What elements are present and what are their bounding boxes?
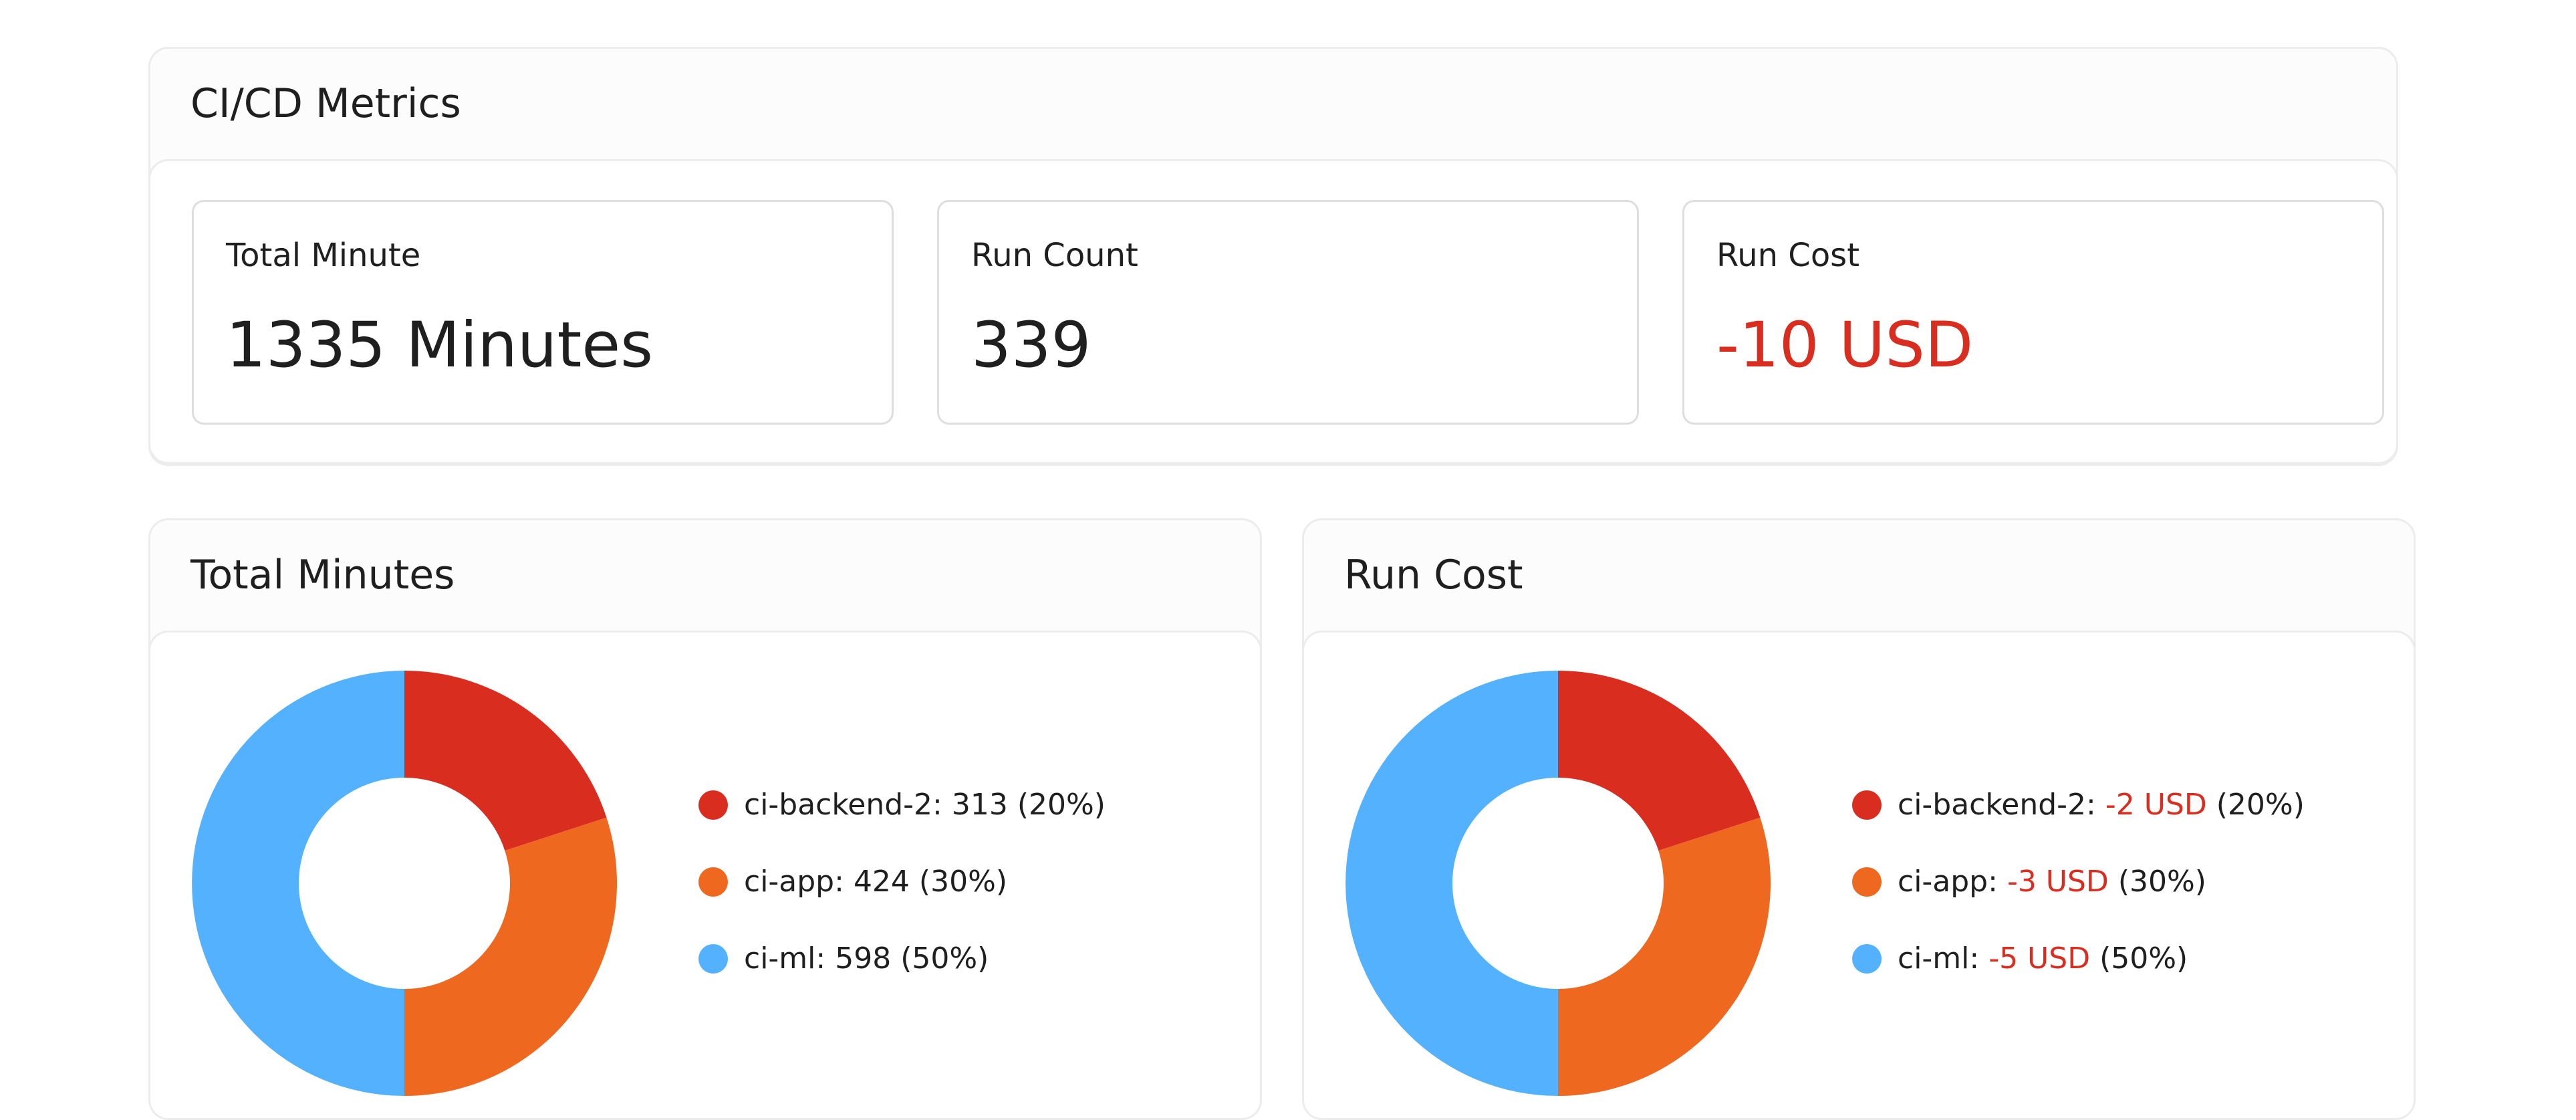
run-count-stat: Run Count 339 — [937, 200, 1639, 425]
legend-value: 424 — [853, 865, 910, 899]
legend-name: ci-app — [744, 865, 835, 899]
legend-swatch — [1852, 790, 1882, 820]
legend-percent: (30%) — [918, 865, 1008, 899]
legend-value: 313 — [951, 788, 1008, 822]
donut-slice-ci-app[interactable] — [1558, 817, 1771, 1096]
legend-percent: (30%) — [2117, 865, 2206, 899]
legend-separator: : — [932, 788, 952, 822]
total-minutes-card: Total Minutes ci-backend-2: 313 (20%) ci… — [148, 518, 1262, 1120]
card-title: CI/CD Metrics — [190, 80, 461, 127]
stat-label: Run Cost — [1716, 237, 1860, 274]
card-title: Total Minutes — [190, 552, 455, 598]
legend-item-ci-ml: ci-ml: -5 USD (50%) — [1852, 940, 2305, 1017]
card-body: ci-backend-2: -2 USD (20%) ci-app: -3 US… — [1304, 631, 2414, 1118]
legend-swatch — [1852, 944, 1882, 974]
card-title: Run Cost — [1344, 552, 1523, 598]
legend-item-ci-app: ci-app: -3 USD (30%) — [1852, 863, 2305, 940]
run-cost-card: Run Cost ci-backend-2: -2 USD (20%) ci-a… — [1302, 518, 2416, 1120]
stat-label: Total Minute — [226, 237, 421, 274]
legend-swatch — [698, 790, 728, 820]
legend-name: ci-ml — [744, 941, 816, 976]
legend-swatch — [698, 867, 728, 897]
legend-value: -2 USD — [2105, 788, 2207, 822]
legend-separator: : — [1988, 865, 2007, 899]
donut-slice-ci-ml[interactable] — [192, 671, 404, 1096]
legend-name: ci-backend-2 — [744, 788, 933, 822]
legend-percent: (50%) — [2099, 941, 2188, 976]
legend-swatch — [1852, 867, 1882, 897]
stat-value: 1335 Minutes — [226, 309, 654, 382]
legend-separator: : — [815, 941, 835, 976]
stat-label: Run Count — [971, 237, 1138, 274]
cicd-metrics-card: CI/CD Metrics Total Minute 1335 Minutes … — [148, 47, 2398, 466]
legend-name: ci-ml — [1898, 941, 1970, 976]
donut-slice-ci-backend-2[interactable] — [1558, 671, 1761, 851]
total-minutes-donut-chart — [192, 671, 618, 1096]
legend-name: ci-backend-2 — [1898, 788, 2087, 822]
legend-value: -3 USD — [2007, 865, 2109, 899]
stat-value: -10 USD — [1716, 309, 1974, 382]
legend-percent: (20%) — [1017, 788, 1106, 822]
total-minute-stat: Total Minute 1335 Minutes — [192, 200, 894, 425]
run-cost-donut-chart — [1345, 671, 1771, 1096]
donut-slice-ci-app[interactable] — [404, 817, 618, 1096]
legend-name: ci-app — [1898, 865, 1988, 899]
legend-value: -5 USD — [1988, 941, 2091, 976]
legend-value: 598 — [835, 941, 892, 976]
legend-item-ci-backend-2: ci-backend-2: -2 USD (20%) — [1852, 786, 2305, 863]
legend-item-ci-app: ci-app: 424 (30%) — [698, 863, 1106, 940]
run-cost-stat: Run Cost -10 USD — [1682, 200, 2384, 425]
legend-item-ci-ml: ci-ml: 598 (50%) — [698, 940, 1106, 1017]
legend-separator: : — [1969, 941, 1989, 976]
legend-percent: (20%) — [2216, 788, 2305, 822]
card-body: ci-backend-2: 313 (20%) ci-app: 424 (30%… — [150, 631, 1260, 1118]
legend-swatch — [698, 944, 728, 974]
stat-value: 339 — [971, 309, 1091, 382]
legend-item-ci-backend-2: ci-backend-2: 313 (20%) — [698, 786, 1106, 863]
legend-percent: (50%) — [900, 941, 989, 976]
chart-legend: ci-backend-2: -2 USD (20%) ci-app: -3 US… — [1852, 786, 2305, 1017]
chart-legend: ci-backend-2: 313 (20%) ci-app: 424 (30%… — [698, 786, 1106, 1017]
donut-slice-ci-backend-2[interactable] — [404, 671, 607, 851]
legend-separator: : — [834, 865, 854, 899]
legend-separator: : — [2086, 788, 2105, 822]
card-body: Total Minute 1335 Minutes Run Count 339 … — [150, 159, 2396, 464]
donut-slice-ci-ml[interactable] — [1345, 671, 1558, 1096]
